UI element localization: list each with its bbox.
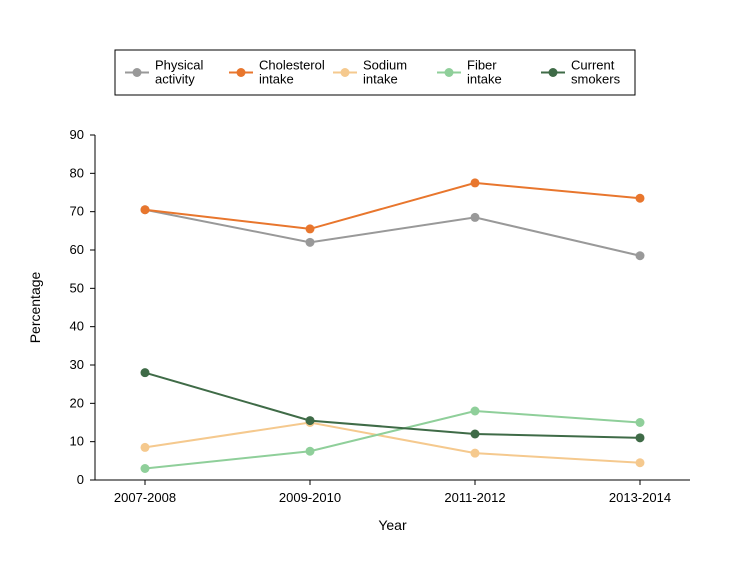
series-marker-physical_activity <box>636 251 645 260</box>
y-tick-label: 80 <box>70 165 84 180</box>
series-marker-sodium_intake <box>471 449 480 458</box>
series-marker-physical_activity <box>471 213 480 222</box>
x-axis-label: Year <box>378 517 407 533</box>
y-tick-label: 60 <box>70 242 84 257</box>
y-tick-label: 10 <box>70 434 84 449</box>
y-tick-label: 70 <box>70 204 84 219</box>
line-chart: 0 10 20 30 40 50 60 70 80 90 2007-2008 2009-2010 201… <box>0 0 729 582</box>
legend-label-fiber_intake: Fiberintake <box>467 58 502 87</box>
y-tick-label: 40 <box>70 319 84 334</box>
y-tick-label: 20 <box>70 395 84 410</box>
legend-swatch-marker <box>341 68 350 77</box>
series-marker-cholesterol_intake <box>141 205 150 214</box>
series-marker-cholesterol_intake <box>306 224 315 233</box>
series-marker-fiber_intake <box>471 407 480 416</box>
series-marker-sodium_intake <box>141 443 150 452</box>
series-marker-current_smokers <box>141 368 150 377</box>
legend-swatch-marker <box>133 68 142 77</box>
x-tick-label: 2011-2012 <box>444 490 505 505</box>
y-tick-label: 90 <box>70 127 84 142</box>
series-marker-current_smokers <box>306 416 315 425</box>
legend-swatch-marker <box>445 68 454 77</box>
legend-label-current_smokers: Currentsmokers <box>571 58 621 87</box>
series-marker-cholesterol_intake <box>471 178 480 187</box>
legend-swatch-marker <box>237 68 246 77</box>
series-marker-current_smokers <box>471 430 480 439</box>
x-tick-label: 2009-2010 <box>279 490 341 505</box>
y-tick-label: 30 <box>70 357 84 372</box>
series-marker-physical_activity <box>306 238 315 247</box>
x-tick-label: 2013-2014 <box>609 490 671 505</box>
series-marker-sodium_intake <box>636 458 645 467</box>
y-tick-label: 50 <box>70 280 84 295</box>
legend-swatch-marker <box>549 68 558 77</box>
series-marker-fiber_intake <box>306 447 315 456</box>
series-marker-current_smokers <box>636 433 645 442</box>
series-marker-fiber_intake <box>141 464 150 473</box>
series-marker-fiber_intake <box>636 418 645 427</box>
x-tick-label: 2007-2008 <box>114 490 176 505</box>
series-marker-cholesterol_intake <box>636 194 645 203</box>
y-tick-label: 0 <box>77 472 84 487</box>
y-axis-label: Percentage <box>27 271 43 343</box>
